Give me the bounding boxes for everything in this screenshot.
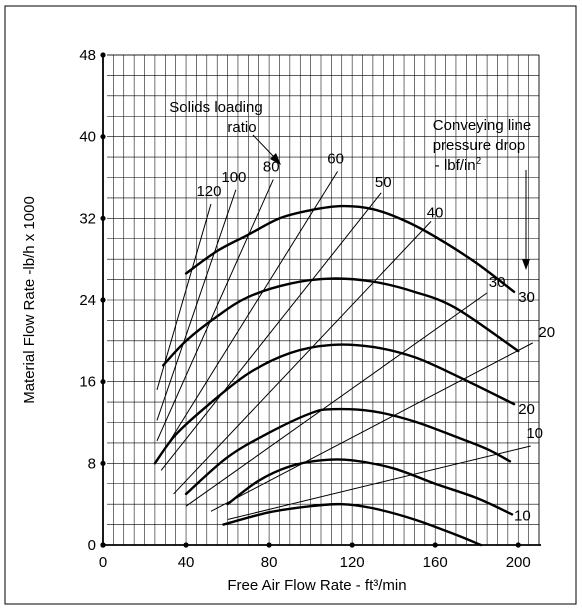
ratio-line-120 — [156, 203, 212, 390]
pressure-title-text: - lbf/in — [435, 157, 476, 174]
pressure-title-line-2: pressure drop — [433, 137, 526, 154]
ratio-label-10: 10 — [526, 425, 543, 442]
ratio-line-60 — [158, 171, 339, 459]
pressure-curve-30-5 — [184, 204, 516, 294]
y-tick-mark — [100, 52, 106, 58]
ratio-line-100 — [156, 189, 237, 421]
ratio-label-30: 30 — [489, 274, 506, 291]
ticks: 0 40 80 120 160 200 0 8 16 24 32 40 48 — [79, 47, 530, 571]
ratio-label-50: 50 — [375, 174, 392, 191]
y-tick-label: 0 — [88, 537, 96, 554]
x-tick-label: 80 — [261, 554, 278, 571]
pressure-label: 20 — [518, 401, 535, 418]
x-tick-label: 120 — [340, 554, 365, 571]
pressure-title-line-3: - lbf/in2 — [435, 156, 482, 174]
y-tick-mark — [100, 297, 106, 303]
ratio-label-80: 80 — [263, 159, 280, 176]
ratio-line-20 — [210, 342, 534, 512]
x-tick-mark — [266, 542, 272, 548]
ratio-line-40 — [173, 221, 432, 495]
pressure-label: 30 — [518, 289, 535, 306]
ratio-line-30 — [185, 292, 488, 507]
pressure-title-line-1: Conveying line — [433, 117, 531, 134]
pressure-curve-20-2 — [184, 407, 512, 496]
ratio-label-120: 120 — [196, 183, 221, 200]
y-tick-label: 24 — [79, 292, 96, 309]
ratio-title-line-2: ratio — [227, 119, 256, 136]
pressure-pointer-arrowhead — [522, 259, 530, 270]
ratio-line-10 — [227, 445, 531, 520]
y-tick-label: 16 — [79, 374, 96, 391]
y-tick-label: 8 — [88, 455, 96, 472]
ratio-pointer-arrowhead — [270, 153, 281, 165]
ratio-label-20: 20 — [538, 324, 555, 341]
pressure-label: 10 — [514, 507, 531, 524]
ratio-title-line-1: Solids loading — [169, 99, 262, 116]
x-tick-label: 200 — [506, 554, 531, 571]
pressure-title-sup: 2 — [476, 156, 482, 167]
grid — [107, 54, 540, 546]
x-tick-mark — [349, 542, 355, 548]
ratio-label-40: 40 — [427, 204, 444, 221]
x-tick-mark — [515, 542, 521, 548]
y-tick-mark — [100, 379, 106, 385]
y-tick-mark — [100, 134, 106, 140]
x-tick-mark — [183, 542, 189, 548]
ratio-line-50 — [160, 192, 382, 471]
ratio-label-100: 100 — [221, 169, 246, 186]
y-tick-label: 32 — [79, 210, 96, 227]
x-tick-label: 40 — [178, 554, 195, 571]
pressure-curve-30-4 — [162, 277, 520, 367]
y-tick-mark — [100, 215, 106, 221]
y-tick-label: 40 — [79, 129, 96, 146]
y-tick-mark — [100, 460, 106, 466]
y-axis-label: Material Flow Rate -lb/h x 1000 — [21, 196, 38, 404]
pressure-curve-20-3 — [153, 343, 516, 465]
x-tick-mark — [432, 542, 438, 548]
pressure-curve-10-1 — [226, 458, 514, 516]
y-tick-label: 48 — [79, 47, 96, 64]
pressure-curve-10-0 — [222, 502, 483, 547]
x-axis-label: Free Air Flow Rate - ft³/min — [227, 577, 406, 594]
ratio-pointer-arrow — [252, 134, 276, 159]
x-tick-label: 160 — [423, 554, 448, 571]
ratio-label-60: 60 — [327, 150, 344, 167]
pressure-curves: 10 20 30 — [153, 204, 535, 547]
ratio-line-80 — [156, 179, 274, 442]
x-tick-label: 0 — [99, 554, 107, 571]
chart-labels: Free Air Flow Rate - ft³/min Material Fl… — [21, 99, 531, 594]
y-tick-mark — [100, 542, 106, 548]
